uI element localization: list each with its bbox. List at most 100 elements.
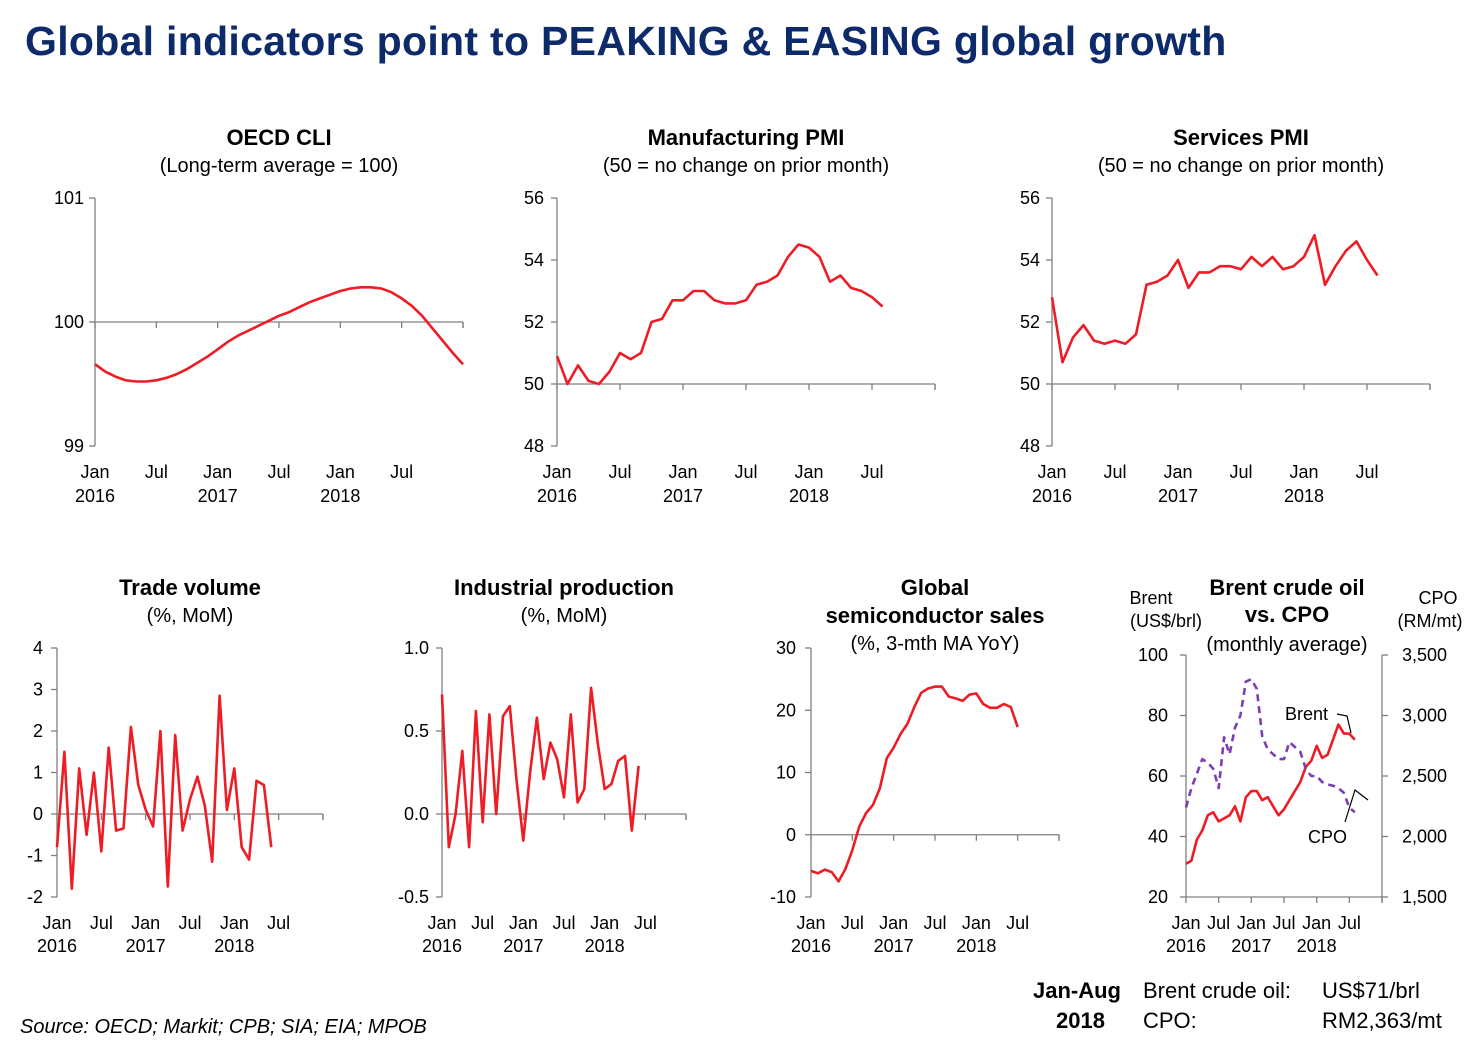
y-tick-label: -2: [27, 887, 43, 907]
y-tick-label: 3: [33, 680, 43, 700]
left-axis-label: (US$/brl): [1130, 611, 1202, 631]
x-tick-label: Jan: [326, 462, 355, 482]
x-tick-label: Jan: [590, 913, 619, 933]
x-tick-label: Jul: [1272, 913, 1295, 933]
y-tick-label: 56: [524, 188, 544, 208]
chart-subtitle: (50 = no change on prior month): [603, 155, 889, 177]
x-tick-label: Jan: [80, 462, 109, 482]
chart-subtitle: (%, MoM): [521, 605, 608, 627]
x-tick-label: 2018: [214, 936, 254, 956]
x-tick-label: Jan: [879, 913, 908, 933]
y-tick-label: 50: [1020, 374, 1040, 394]
y-tick-label: 10: [776, 763, 796, 783]
y-tick-label: 52: [1020, 312, 1040, 332]
y-tick-label: 50: [524, 374, 544, 394]
x-tick-label: 2016: [537, 486, 577, 506]
series-line-brent: [1185, 723, 1356, 865]
x-tick-label: Jan: [794, 462, 823, 482]
x-tick-label: Jul: [1006, 913, 1029, 933]
chart-panel-3: Services PMI (50 = no change on prior mon…: [1020, 125, 1431, 506]
y-tick-label: 80: [1148, 706, 1168, 726]
y-tick-label: -10: [770, 887, 796, 907]
x-tick-label: Jul: [267, 913, 290, 933]
series-line-1: [440, 686, 640, 849]
x-tick-label: Jul: [1229, 462, 1252, 482]
x-tick-label: Jul: [390, 462, 413, 482]
x-tick-label: Jan: [1237, 913, 1266, 933]
y-tick-label: 0.5: [404, 721, 429, 741]
y-tick-label-right: 3,000: [1402, 706, 1447, 726]
y-tick-label-right: 3,500: [1402, 645, 1447, 665]
x-tick-label: 2016: [1166, 936, 1206, 956]
x-tick-label: 2016: [75, 486, 115, 506]
footer-period-line1: Jan-Aug: [1033, 978, 1121, 1003]
y-tick-label: 101: [54, 188, 84, 208]
x-tick-label: 2018: [1297, 936, 1337, 956]
y-tick-label: 20: [776, 700, 796, 720]
x-tick-label: 2017: [126, 936, 166, 956]
x-tick-label: Jul: [552, 913, 575, 933]
x-tick-label: 2016: [791, 936, 831, 956]
y-tick-label: 99: [64, 436, 84, 456]
chart-title: Brent crude oil: [1209, 575, 1364, 600]
chart-panel-5: Industrial production (%, MoM) 1.0 0.5 0.0 -0…: [398, 575, 687, 956]
x-tick-label: Jul: [734, 462, 757, 482]
x-tick-label: Jul: [608, 462, 631, 482]
footer-brent-value: US$71/brl: [1322, 978, 1420, 1003]
x-tick-label: Jul: [1103, 462, 1126, 482]
chart-title: Global: [901, 575, 969, 600]
x-tick-label: Jan: [962, 913, 991, 933]
y-tick-label: 60: [1148, 766, 1168, 786]
x-tick-label: 2016: [1032, 486, 1072, 506]
y-tick-label: 0: [786, 825, 796, 845]
series-line-1: [55, 694, 273, 891]
footer-cpo-value: RM2,363/mt: [1322, 1008, 1442, 1033]
x-tick-label: Jan: [1037, 462, 1066, 482]
x-tick-label: Jan: [220, 913, 249, 933]
x-tick-label: 2017: [1231, 936, 1271, 956]
x-tick-label: 2017: [503, 936, 543, 956]
chart-title: Services PMI: [1173, 125, 1309, 150]
y-tick-label: 30: [776, 638, 796, 658]
y-tick-label-right: 2,500: [1402, 766, 1447, 786]
x-tick-label: Jul: [634, 913, 657, 933]
y-tick-label: 100: [54, 312, 84, 332]
x-tick-label: 2018: [320, 486, 360, 506]
chart-title: OECD CLI: [226, 125, 331, 150]
y-tick-label: 1: [33, 763, 43, 783]
brent-leader-line: [1336, 713, 1352, 734]
chart-subtitle: (monthly average): [1206, 634, 1367, 656]
y-tick-label: -1: [27, 846, 43, 866]
x-tick-label: Jan: [427, 913, 456, 933]
y-tick-label: 48: [1020, 436, 1040, 456]
x-tick-label: Jul: [923, 913, 946, 933]
y-tick-label: 1.0: [404, 638, 429, 658]
y-tick-label: 56: [1020, 188, 1040, 208]
x-tick-label: Jul: [178, 913, 201, 933]
series-line-1: [555, 243, 884, 386]
x-tick-label: Jul: [267, 462, 290, 482]
x-tick-label: Jan: [1289, 462, 1318, 482]
x-tick-label: 2017: [663, 486, 703, 506]
y-tick-label-right: 1,500: [1402, 887, 1447, 907]
y-tick-label: 0.0: [404, 804, 429, 824]
x-tick-label: 2017: [198, 486, 238, 506]
chart-title: Manufacturing PMI: [648, 125, 845, 150]
right-axis-label: (RM/mt): [1398, 611, 1463, 631]
x-tick-label: Jan: [796, 913, 825, 933]
y-tick-label: 4: [33, 638, 43, 658]
chart-title: Trade volume: [119, 575, 261, 600]
y-tick-label: 100: [1138, 645, 1168, 665]
x-tick-label: Jan: [203, 462, 232, 482]
chart-subtitle: (50 = no change on prior month): [1098, 155, 1384, 177]
y-tick-label: 52: [524, 312, 544, 332]
y-tick-label: 54: [1020, 250, 1040, 270]
chart-title: Industrial production: [454, 575, 674, 600]
series-line-1: [94, 285, 464, 383]
y-tick-label: 0: [33, 804, 43, 824]
x-tick-label: Jan: [668, 462, 697, 482]
x-tick-label: 2018: [789, 486, 829, 506]
x-tick-label: 2016: [422, 936, 462, 956]
series-line-1: [810, 685, 1019, 883]
